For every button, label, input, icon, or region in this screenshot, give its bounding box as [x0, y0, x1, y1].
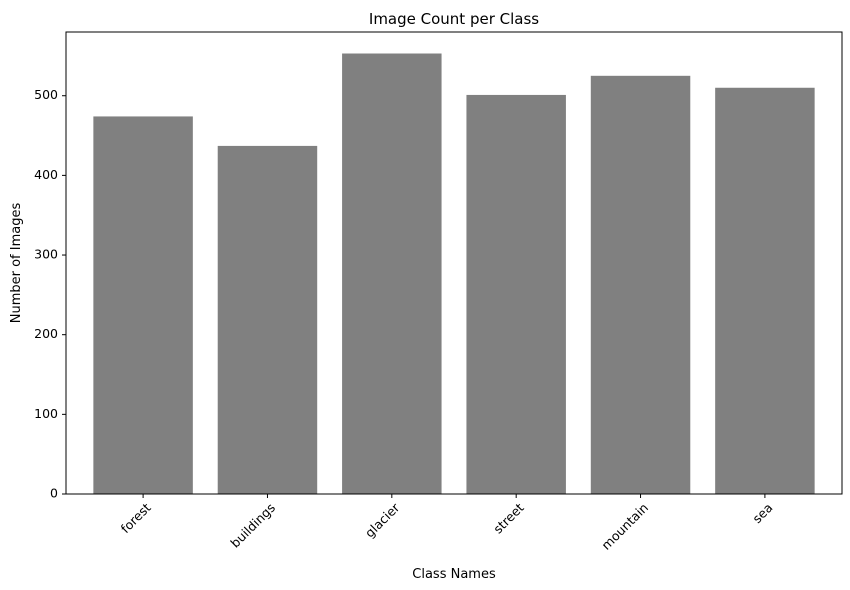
plot-frame	[65, 31, 843, 495]
x-tick-label-glacier: glacier	[362, 499, 403, 540]
bar-glacier	[342, 53, 442, 494]
y-tick-label: 0	[50, 486, 58, 501]
x-axis-ticks: forest buildings glacier street mountain sea	[118, 494, 775, 553]
y-axis-label: Number of Images	[9, 203, 24, 324]
bar-mountain	[590, 75, 691, 494]
bar-street	[466, 94, 566, 495]
x-tick-label-buildings: buildings	[227, 500, 278, 551]
y-tick-label: 400	[34, 167, 58, 182]
y-tick-label: 200	[34, 326, 58, 341]
x-tick-label-forest: forest	[118, 500, 154, 536]
x-tick-label-sea: sea	[749, 500, 775, 526]
y-tick-label: 100	[34, 406, 58, 421]
bars-group	[93, 53, 815, 495]
x-tick-label-mountain: mountain	[598, 500, 651, 553]
bar-forest	[93, 116, 193, 495]
bar-sea	[715, 87, 815, 495]
y-axis-ticks: 0 100 200 300 400 500	[34, 87, 66, 501]
y-tick-label: 500	[34, 87, 58, 102]
bar-buildings	[217, 145, 318, 494]
y-tick-label: 300	[34, 247, 58, 262]
x-axis-label: Class Names	[412, 567, 496, 582]
x-tick-label-street: street	[490, 500, 527, 537]
chart-title: Image Count per Class	[369, 10, 539, 28]
